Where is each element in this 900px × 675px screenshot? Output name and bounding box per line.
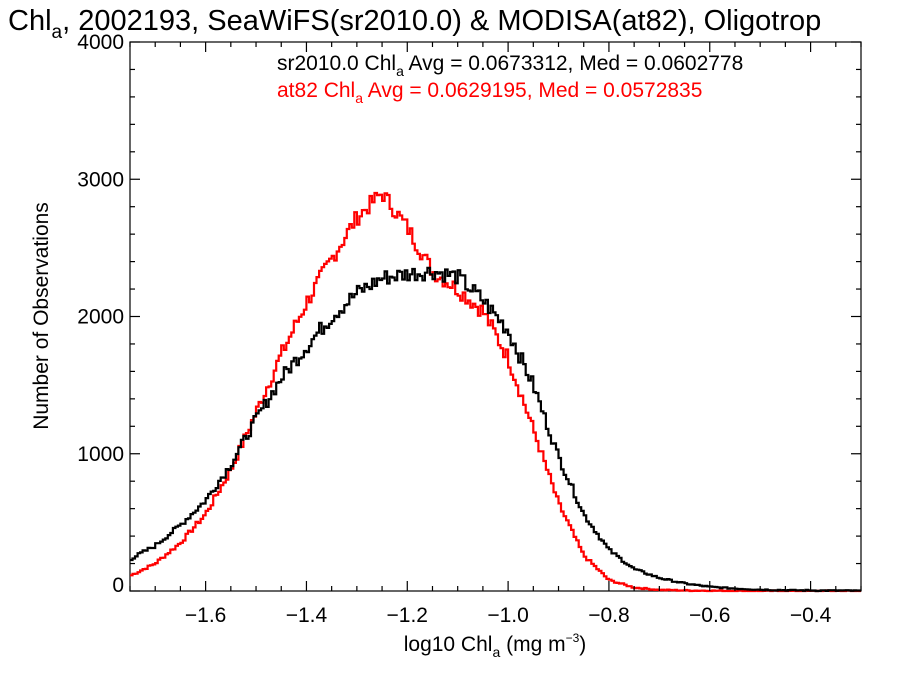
legend-1-pre: sr2010.0 Chl [277, 52, 396, 75]
x-tick-label: −1.2 [387, 604, 428, 627]
x-tick-label: −0.4 [790, 604, 832, 627]
series-line-at82 [130, 191, 861, 593]
y-tick-label: 3000 [77, 168, 124, 191]
x-tick-label: −1.6 [185, 604, 226, 627]
x-tick-labels: −1.6 −1.4 −1.2 −1.0 −0.8 −0.6 −0.4 [185, 604, 832, 627]
series-layer [130, 191, 861, 593]
title-prefix: Chl [8, 5, 52, 37]
x-axis-title-units-post: ) [579, 633, 586, 656]
series-line-sr2010 [130, 266, 861, 593]
x-tick-label: −0.6 [689, 604, 730, 627]
x-axis-title-base: log10 Chl [404, 633, 493, 656]
y-tick-label: 2000 [77, 306, 124, 329]
x-tick-label: −0.8 [588, 604, 629, 627]
x-tick-label: −1.0 [487, 604, 528, 627]
title-subscript: a [52, 22, 63, 43]
x-axis-title-units-sup: −3 [566, 631, 580, 645]
plot-frame [129, 41, 862, 592]
x-axis-title-units-pre: (mg m [500, 633, 565, 656]
legend-entry-at82: at82 Chla Avg = 0.0629195, Med = 0.05728… [277, 79, 702, 106]
y-tick-label: 1000 [77, 443, 124, 466]
x-axis-title: log10 Chla (mg m−3) [404, 631, 587, 660]
legend-2-pre: at82 Chl [277, 79, 355, 102]
legend-1-post: Avg = 0.0673312, Med = 0.0602778 [404, 52, 743, 75]
y-tick-label: 4000 [77, 31, 124, 54]
x-axis-title-sub: a [492, 644, 500, 660]
legend-2-post: Avg = 0.0629195, Med = 0.0572835 [363, 79, 702, 102]
chart-title: Chla, 2002193, SeaWiFS(sr2010.0) & MODIS… [8, 5, 821, 43]
y-tick-labels: 0 1000 2000 3000 4000 [77, 31, 124, 597]
x-tick-label: −1.4 [286, 604, 328, 627]
title-rest: , 2002193, SeaWiFS(sr2010.0) & MODISA(at… [62, 5, 821, 37]
legend-1-sub: a [396, 63, 404, 79]
y-tick-label: 0 [112, 574, 124, 597]
ticks-layer [129, 41, 862, 592]
legend-entry-sr2010: sr2010.0 Chla Avg = 0.0673312, Med = 0.0… [277, 52, 743, 79]
y-axis-title: Number of Observations [30, 202, 53, 430]
legend-2-sub: a [355, 90, 363, 106]
